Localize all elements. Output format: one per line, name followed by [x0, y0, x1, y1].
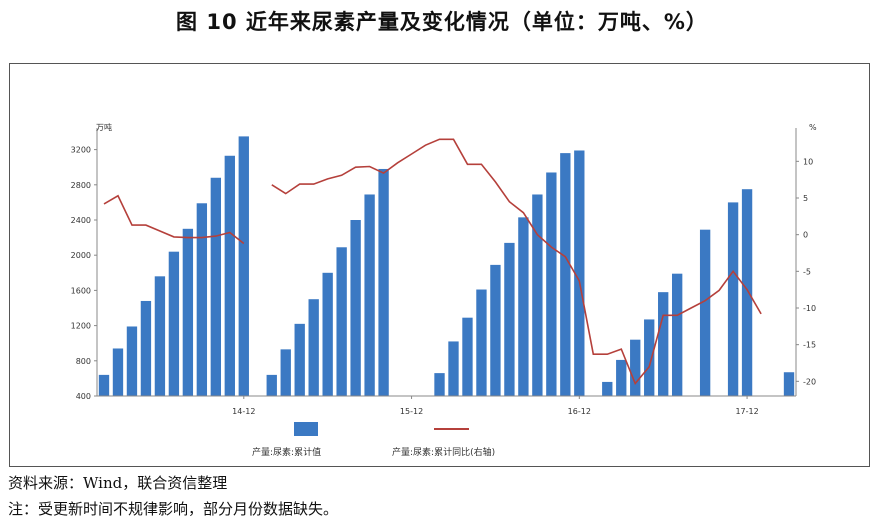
right-y-axis: 10 5 0 -5 -10 -15 -20: [795, 128, 816, 396]
bar: [462, 317, 473, 396]
bar: [741, 189, 753, 396]
legend: 产量:尿素:累计值 产量:尿素:累计同比(右轴): [252, 422, 495, 458]
legend-bar-label: 产量:尿素:累计值: [252, 446, 321, 458]
urea-output-chart: 400 800 1200 1600 2000 2400 2800 3200 10 5 0 -5 -10…: [71, 122, 817, 458]
x-tick-label: 15-12: [400, 407, 423, 416]
notes: 资料来源：Wind，联合资信整理 注：受更新时间不规律影响，部分月份数据缺失。: [8, 470, 338, 522]
footnote: 注：受更新时间不规律影响，部分月份数据缺失。: [8, 500, 339, 518]
bar: [112, 348, 124, 396]
legend-line-label: 产量:尿素:累计同比(右轴): [392, 446, 495, 458]
bar: [574, 150, 585, 396]
left-axis-unit: 万吨: [96, 122, 112, 132]
bar: [140, 300, 152, 396]
bar: [322, 272, 333, 396]
x-tick-label: 17-12: [735, 407, 758, 416]
bar: [630, 339, 641, 396]
bar: [182, 228, 194, 396]
yoy-line-segment: [271, 138, 762, 386]
bar-series: [98, 136, 795, 396]
bar: [783, 372, 795, 396]
left-tick-label: 1200: [71, 322, 91, 331]
left-tick-label: 800: [76, 357, 91, 366]
bar: [238, 136, 249, 396]
bar: [546, 172, 557, 396]
bar: [532, 194, 543, 396]
bar: [727, 202, 739, 396]
bar: [560, 153, 571, 396]
bar: [476, 289, 487, 396]
right-tick-label: -10: [803, 304, 816, 313]
left-y-axis: 400 800 1200 1600 2000 2400 2800 3200: [71, 128, 98, 401]
bar: [378, 168, 389, 396]
bar: [602, 381, 613, 396]
bar: [196, 203, 208, 396]
right-axis-unit: %: [809, 123, 817, 132]
yoy-line-segment: [103, 194, 245, 245]
bar: [350, 220, 361, 396]
bar: [616, 359, 627, 396]
left-tick-label: 1600: [71, 286, 91, 295]
right-tick-label: -15: [803, 341, 816, 350]
source-note: 资料来源：Wind，联合资信整理: [8, 474, 228, 492]
bar: [671, 273, 683, 396]
left-tick-label: 2400: [71, 216, 91, 225]
bar: [266, 374, 277, 396]
bar: [644, 319, 655, 396]
x-tick-label: 16-12: [568, 407, 591, 416]
right-tick-label: -5: [803, 267, 811, 276]
right-tick-label: 10: [803, 157, 813, 166]
figure-title: 图 10 近年来尿素产量及变化情况（单位：万吨、%）: [176, 10, 708, 34]
x-tick-label: 14-12: [232, 407, 255, 416]
bar: [168, 251, 180, 396]
left-tick-label: 2800: [71, 181, 91, 190]
right-tick-label: 5: [803, 194, 808, 203]
left-tick-label: 3200: [71, 146, 91, 155]
x-axis: 14-12 15-12 16-12 17-12: [97, 395, 796, 416]
legend-bar-swatch: [294, 422, 318, 436]
bar: [504, 242, 515, 396]
bar: [658, 292, 669, 396]
bar: [280, 349, 291, 396]
chart-frame: [9, 63, 870, 467]
bar: [490, 264, 501, 396]
bar: [518, 217, 529, 396]
bar: [308, 299, 319, 396]
left-tick-label: 2000: [71, 251, 91, 260]
right-tick-label: -20: [803, 377, 816, 386]
line-series: [103, 138, 762, 386]
bar: [210, 177, 222, 396]
bar: [154, 276, 166, 396]
bar: [434, 373, 445, 396]
bar: [336, 247, 347, 396]
bar: [98, 374, 110, 396]
left-tick-label: 400: [76, 392, 91, 401]
bar: [294, 323, 305, 396]
bar: [224, 155, 235, 396]
bar: [126, 326, 138, 396]
bar: [448, 341, 459, 396]
right-tick-label: 0: [803, 231, 808, 240]
bar: [699, 229, 711, 396]
bar: [364, 194, 375, 396]
